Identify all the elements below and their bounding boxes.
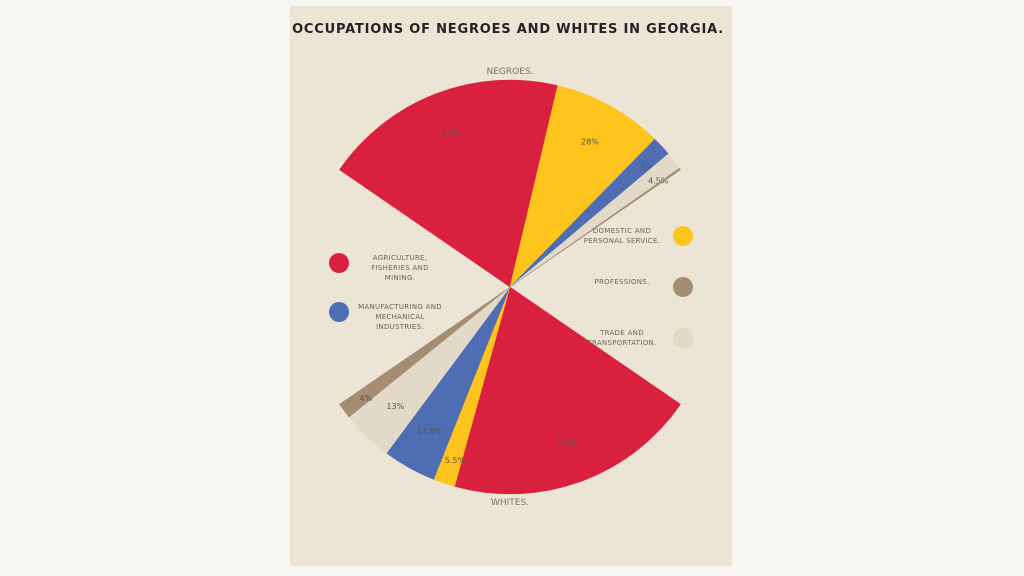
- legend-label: PROFESSIONS.: [594, 278, 650, 286]
- pie-slice: [454, 286, 681, 495]
- pie-slice: [339, 286, 511, 418]
- legend-swatch: [673, 277, 693, 297]
- legend-swatch: [329, 302, 349, 322]
- legend-swatch: [673, 328, 693, 348]
- value-label: 13.5%: [417, 427, 443, 436]
- value-label: 28%: [581, 137, 599, 146]
- value-label: 4.5%: [648, 177, 669, 186]
- value-label: 13%: [386, 402, 404, 411]
- chart-title: OCCUPATIONS OF NEGROES AND WHITES IN GEO…: [292, 22, 724, 37]
- pie-slice: [339, 79, 558, 288]
- legend-swatch: [673, 226, 693, 246]
- value-label: 62%: [442, 128, 460, 137]
- value-label: 4%: [360, 394, 373, 403]
- legend-label: DOMESTIC AND PERSONAL SERVICE.: [583, 227, 661, 245]
- value-label: 64%: [558, 438, 576, 447]
- value-label: 5.5%: [445, 456, 466, 465]
- legend-label: MANUFACTURING AND MECHANICAL INDUSTRIES.: [358, 303, 442, 331]
- legend-label: AGRICULTURE, FISHERIES AND MINING.: [371, 254, 429, 282]
- pie-slice: [509, 85, 656, 288]
- group-label: WHITES.: [491, 498, 529, 508]
- group-label: NEGROES.: [487, 67, 534, 77]
- pie-slice: [509, 167, 681, 288]
- legend-label: TRADE AND TRANSPORTATION.: [587, 329, 657, 347]
- value-label: 5%: [641, 163, 654, 172]
- legend-swatch: [329, 253, 349, 273]
